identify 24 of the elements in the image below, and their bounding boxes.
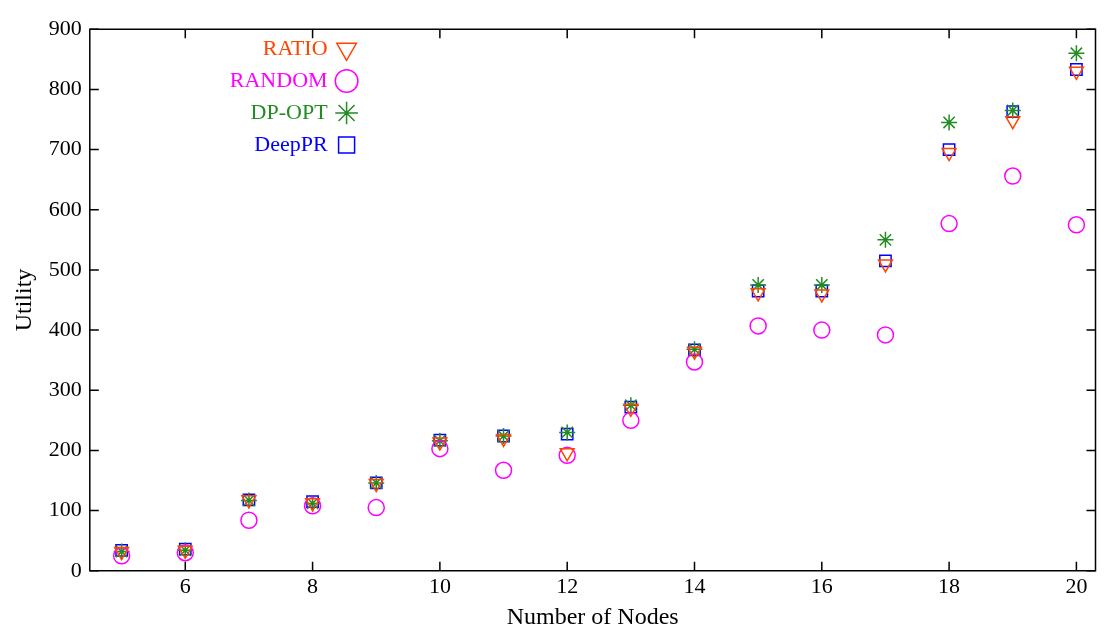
y-tick-label: 400 [48, 315, 82, 341]
y-tick-label: 300 [48, 376, 82, 402]
y-tick-label: 700 [48, 135, 82, 161]
x-tick-label: 20 [1065, 572, 1088, 598]
x-tick-label: 14 [683, 572, 706, 598]
x-tick-label: 18 [938, 572, 961, 598]
x-tick-label: 10 [428, 572, 451, 598]
x-tick-label: 12 [556, 572, 579, 598]
y-tick-label: 600 [48, 195, 82, 221]
legend-label: RATIO [262, 34, 328, 60]
y-tick-label: 100 [48, 496, 82, 522]
x-tick-label: 6 [179, 572, 191, 598]
x-axis-title: Number of Nodes [506, 602, 679, 629]
legend-label: RANDOM [229, 66, 328, 92]
y-tick-label: 500 [48, 255, 82, 281]
y-axis-title: Utility [9, 268, 36, 332]
y-tick-label: 900 [48, 14, 82, 40]
x-tick-label: 16 [810, 572, 833, 598]
legend-label: DP-OPT [250, 98, 329, 124]
y-tick-label: 800 [48, 75, 82, 101]
y-tick-label: 0 [70, 556, 82, 582]
y-tick-label: 200 [48, 436, 82, 462]
legend-label: DeepPR [254, 130, 328, 156]
x-tick-label: 8 [307, 572, 319, 598]
